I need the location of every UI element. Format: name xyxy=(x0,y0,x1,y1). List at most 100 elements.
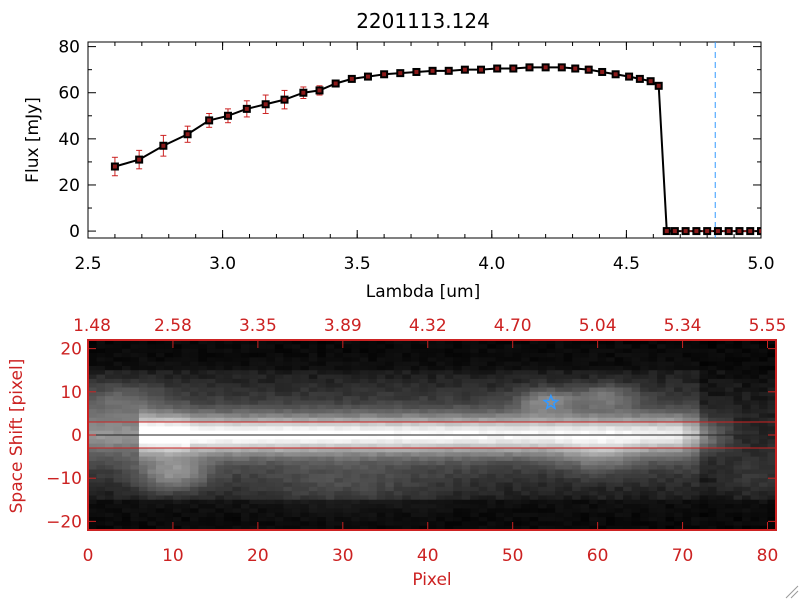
image-pixel xyxy=(419,452,429,458)
image-pixel xyxy=(291,482,301,488)
image-pixel xyxy=(138,512,149,518)
image-pixel xyxy=(113,426,123,432)
image-pixel xyxy=(682,456,692,462)
image-pixel xyxy=(682,352,692,358)
image-pixel xyxy=(487,400,497,406)
image-pixel xyxy=(691,361,701,367)
image-pixel xyxy=(436,504,446,510)
image-pixel xyxy=(563,426,573,432)
image-pixel xyxy=(606,504,616,510)
image-pixel xyxy=(436,430,446,436)
image-pixel xyxy=(750,504,760,510)
image-pixel xyxy=(376,447,386,453)
image-pixel xyxy=(555,517,565,522)
image-pixel xyxy=(172,465,183,471)
data-point-inner xyxy=(495,66,500,71)
image-pixel xyxy=(113,495,123,501)
image-pixel xyxy=(682,340,692,345)
image-pixel xyxy=(733,344,743,350)
image-pixel xyxy=(504,482,514,488)
image-pixel xyxy=(563,422,573,427)
image-pixel xyxy=(206,404,216,410)
image-pixel xyxy=(189,413,200,419)
image-pixel xyxy=(563,525,573,530)
image-pixel xyxy=(682,435,692,440)
image-pixel xyxy=(385,404,395,410)
image-pixel xyxy=(521,486,531,492)
image-pixel xyxy=(504,361,514,367)
image-pixel xyxy=(410,443,420,449)
image-pixel xyxy=(546,443,556,449)
image-pixel xyxy=(546,460,556,466)
image-pixel xyxy=(147,357,157,363)
image-pixel xyxy=(555,404,565,410)
image-pixel xyxy=(410,417,420,423)
image-pixel xyxy=(223,435,233,440)
resize-grip-icon[interactable] xyxy=(785,585,799,599)
image-pixel xyxy=(657,417,667,423)
image-pixel xyxy=(130,417,140,423)
image-pixel xyxy=(742,378,752,384)
image-pixel xyxy=(96,469,106,475)
image-pixel xyxy=(155,460,166,466)
image-pixel xyxy=(266,391,276,397)
image-pixel xyxy=(393,344,403,350)
image-pixel xyxy=(444,387,454,393)
image-pixel xyxy=(665,512,675,518)
image-pixel xyxy=(427,456,437,462)
image-pixel xyxy=(215,430,225,436)
image-pixel xyxy=(317,482,327,488)
image-pixel xyxy=(172,460,183,466)
image-pixel xyxy=(334,400,344,406)
image-pixel xyxy=(648,400,658,406)
image-pixel xyxy=(623,525,633,530)
image-pixel xyxy=(121,361,132,367)
image-pixel xyxy=(155,404,166,410)
image-pixel xyxy=(674,486,684,492)
image-pixel xyxy=(334,422,344,427)
image-pixel xyxy=(172,409,183,415)
image-pixel xyxy=(181,456,191,462)
bottom-top-tick-label: 4.32 xyxy=(409,316,447,336)
image-pixel xyxy=(691,504,701,510)
image-pixel xyxy=(359,413,369,419)
image-pixel xyxy=(606,465,616,471)
image-pixel xyxy=(223,340,233,345)
spectrum-image xyxy=(88,340,776,530)
image-pixel xyxy=(274,400,284,406)
image-pixel xyxy=(716,374,726,380)
image-pixel xyxy=(334,460,344,466)
image-pixel xyxy=(130,352,140,358)
image-pixel xyxy=(308,482,318,488)
image-pixel xyxy=(138,370,149,376)
image-pixel xyxy=(436,452,446,458)
image-pixel xyxy=(427,499,437,505)
image-pixel xyxy=(325,361,335,367)
image-pixel xyxy=(274,482,284,488)
image-pixel xyxy=(88,460,98,466)
image-pixel xyxy=(402,473,412,479)
image-pixel xyxy=(181,370,191,376)
image-pixel xyxy=(512,383,522,389)
image-pixel xyxy=(198,409,208,415)
image-pixel xyxy=(240,361,250,367)
image-pixel xyxy=(478,447,488,453)
image-pixel xyxy=(614,370,624,376)
image-pixel xyxy=(249,460,259,466)
image-pixel xyxy=(121,387,132,393)
image-pixel xyxy=(750,491,760,497)
image-pixel xyxy=(563,344,573,350)
image-pixel xyxy=(555,374,565,380)
image-pixel xyxy=(648,370,658,376)
image-pixel xyxy=(164,404,174,410)
image-pixel xyxy=(121,460,132,466)
image-pixel xyxy=(546,396,556,402)
image-pixel xyxy=(623,400,633,406)
image-pixel xyxy=(172,508,183,514)
image-pixel xyxy=(240,365,250,371)
image-pixel xyxy=(113,456,123,462)
image-pixel xyxy=(674,396,684,402)
image-pixel xyxy=(461,404,471,410)
image-pixel xyxy=(240,473,250,479)
